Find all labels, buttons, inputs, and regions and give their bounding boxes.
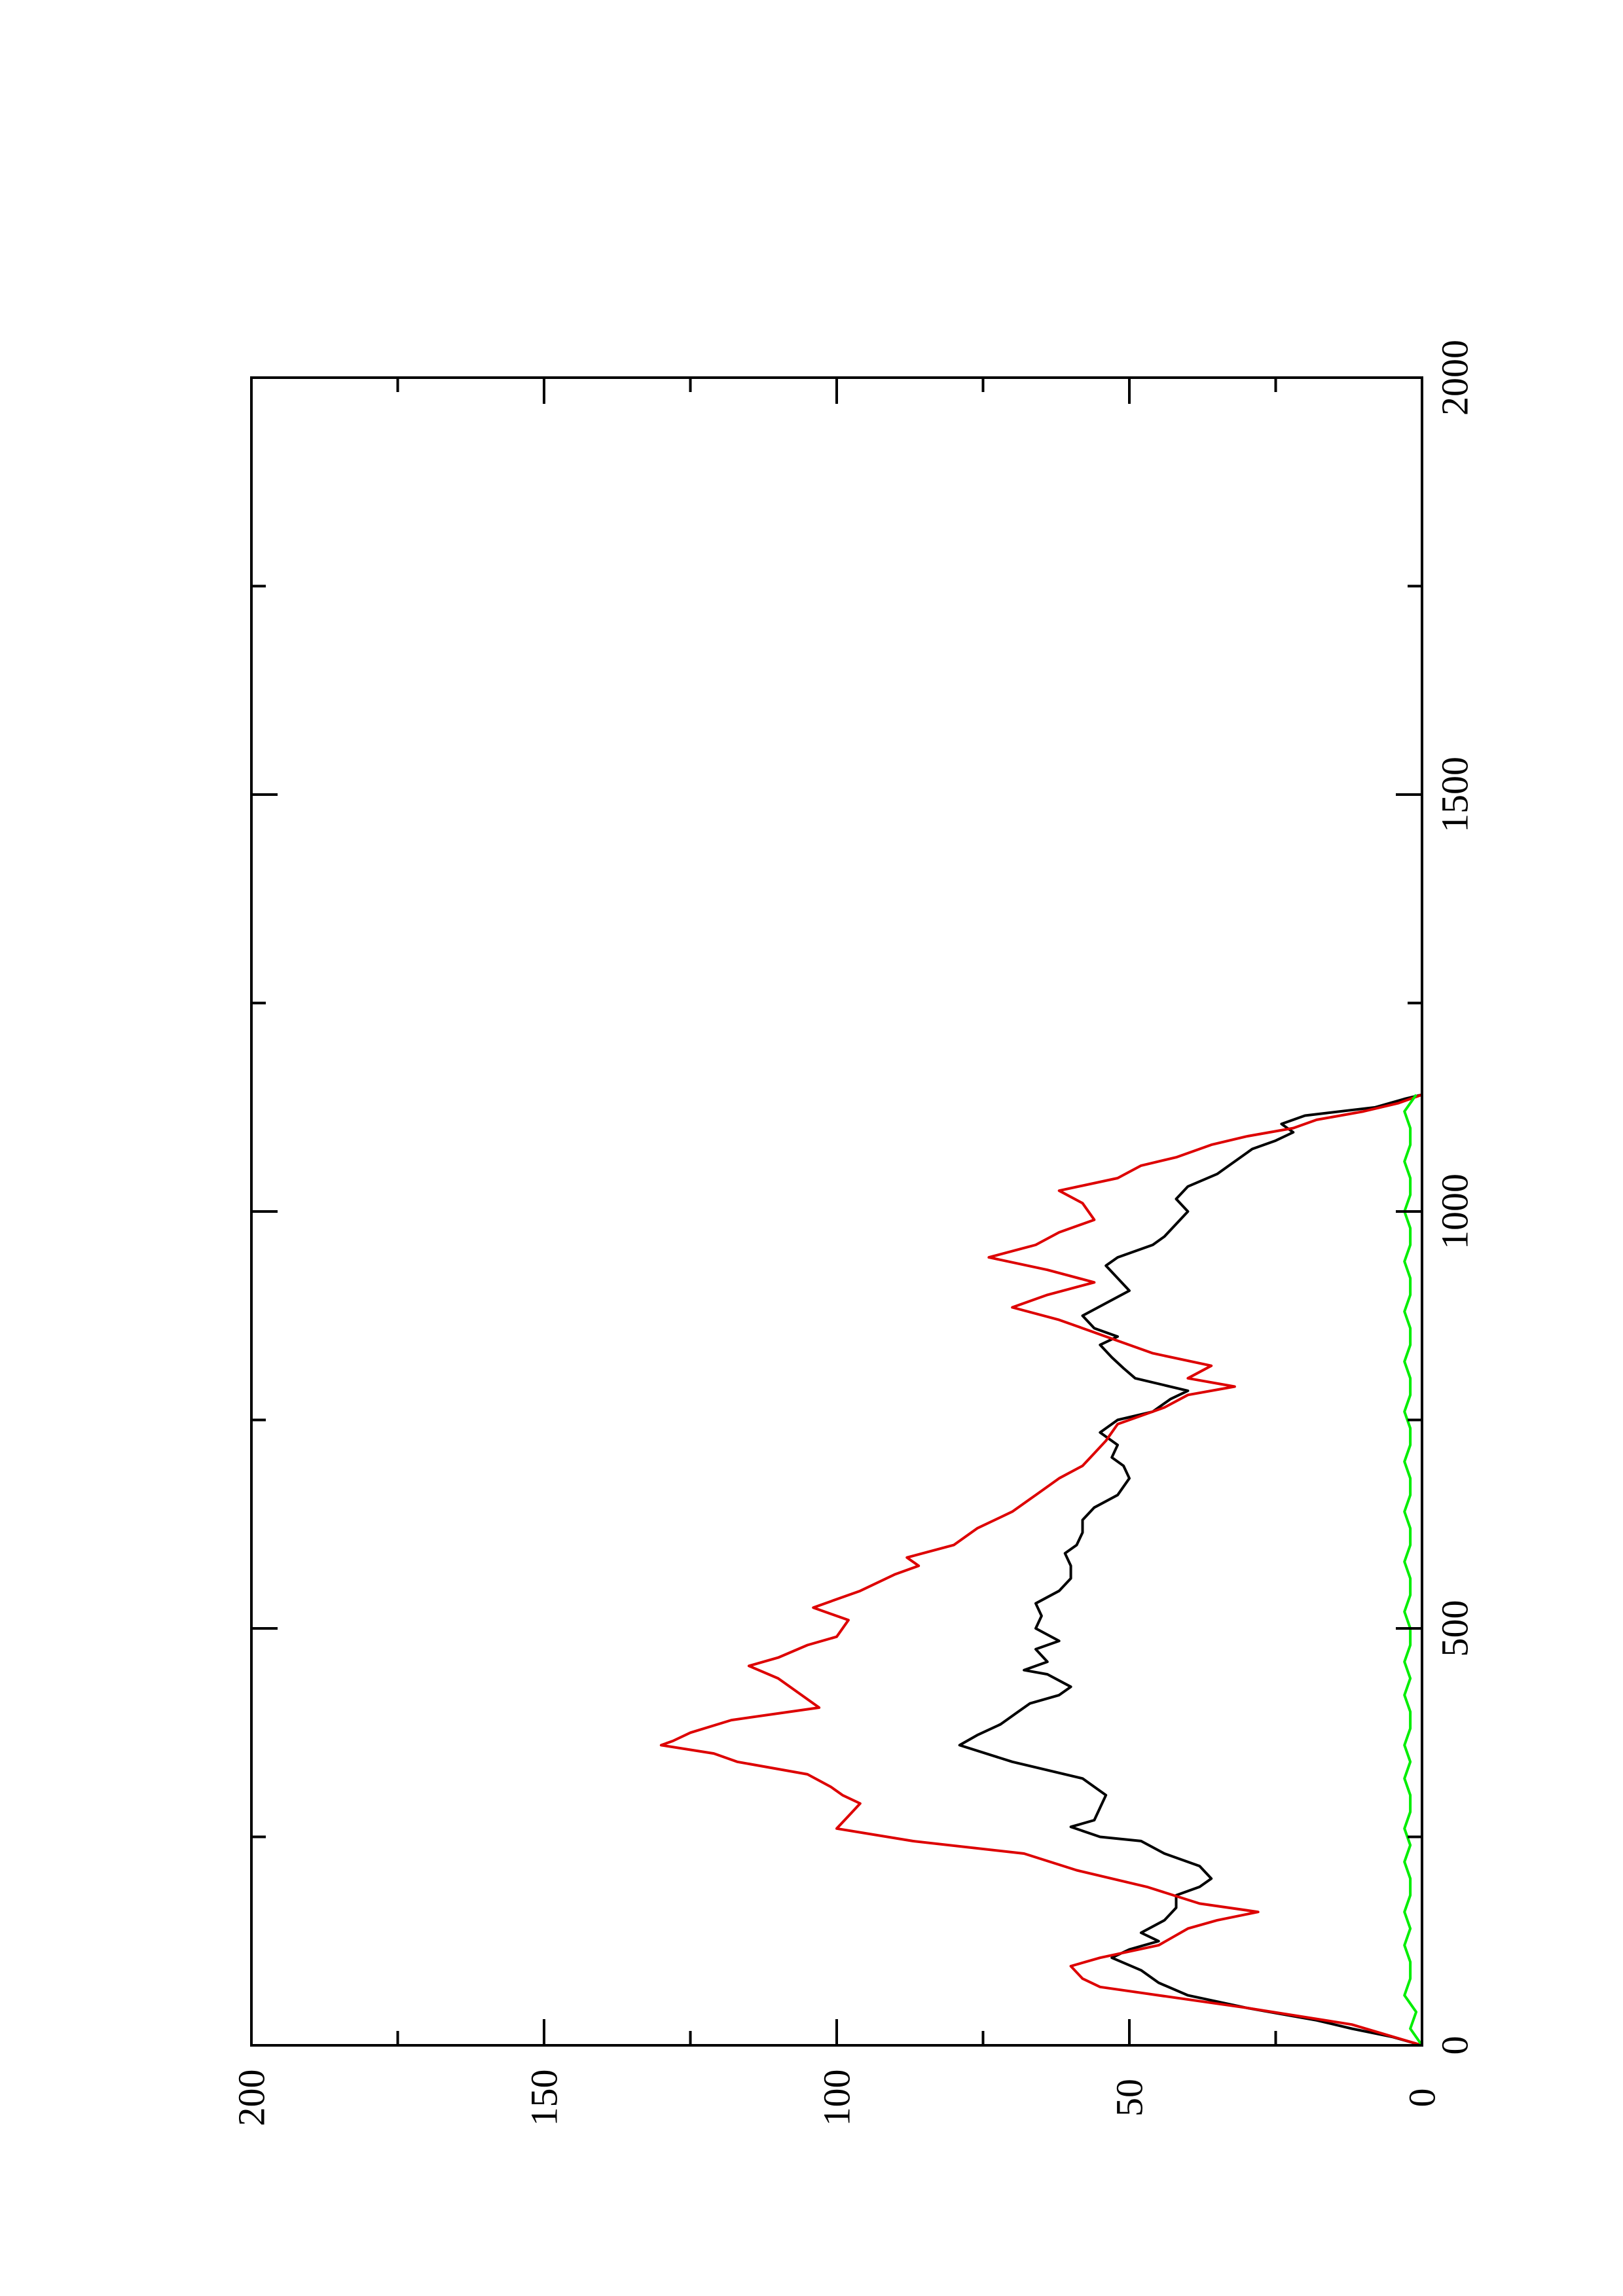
x-tick-label: 1500 [1434,757,1476,833]
x-tick-label: 0 [1434,2036,1476,2055]
series-layer [659,1093,1423,2047]
series-line-3 [1403,1094,1423,2047]
y-tick-label: 50 [1108,2079,1151,2117]
label-layer: 0 500 1000 1500 2000 0 50 100 150 200 [230,340,1476,2126]
y-tick-label: 200 [230,2070,273,2126]
series-line-1 [958,1093,1423,2047]
x-tick-label: 1000 [1434,1174,1476,1249]
plot-frame [250,376,1423,2047]
y-tick-label: 0 [1401,2089,1444,2108]
y-tick-label: 150 [523,2070,566,2126]
y-tick-label: 100 [816,2070,858,2126]
tick-layer [251,378,1422,2045]
x-tick-label: 500 [1434,1600,1476,1657]
series-line-2 [659,1093,1423,2047]
x-tick-label: 2000 [1434,340,1476,416]
